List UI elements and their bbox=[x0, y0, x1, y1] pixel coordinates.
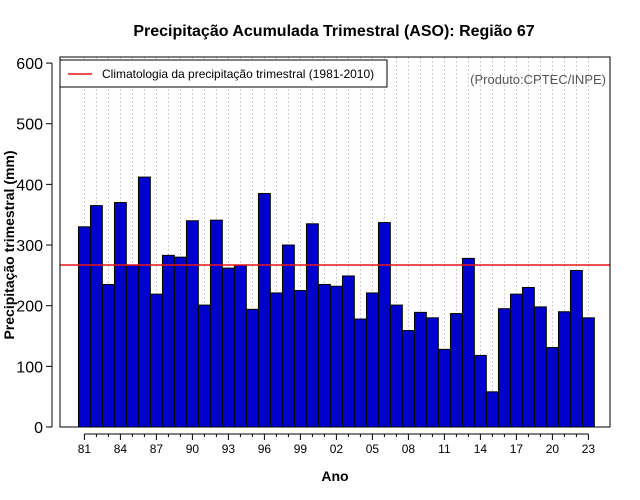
bar-1993 bbox=[221, 267, 235, 428]
bar-2016 bbox=[497, 308, 511, 428]
x-tick-label: 84 bbox=[114, 442, 128, 456]
bar-2007 bbox=[389, 304, 403, 428]
bar-2009 bbox=[413, 311, 427, 428]
bar-1999 bbox=[293, 290, 307, 428]
bar-2002 bbox=[329, 285, 343, 428]
legend: Climatologia da precipitação trimestral … bbox=[59, 59, 388, 88]
bar-2012 bbox=[449, 313, 463, 428]
x-tick-label: 93 bbox=[222, 442, 236, 456]
bar-2000 bbox=[305, 223, 319, 428]
bar-2006 bbox=[377, 222, 391, 428]
x-tick-label: 20 bbox=[546, 442, 560, 456]
bar-2001 bbox=[317, 283, 331, 428]
bar-2020 bbox=[545, 347, 559, 428]
bar-2021 bbox=[557, 311, 571, 428]
bar-2022 bbox=[569, 270, 583, 428]
bar-1992 bbox=[209, 219, 223, 428]
bar-1981 bbox=[77, 226, 91, 428]
x-tick-label: 99 bbox=[294, 442, 308, 456]
y-tick-label: 400 bbox=[16, 177, 43, 194]
legend-label: Climatologia da precipitação trimestral … bbox=[102, 67, 374, 81]
bar-1985 bbox=[125, 264, 139, 428]
bar-1987 bbox=[149, 293, 163, 428]
x-tick-label: 05 bbox=[366, 442, 380, 456]
legend-box bbox=[59, 59, 388, 88]
bar-2013 bbox=[461, 257, 475, 428]
bar-1988 bbox=[161, 254, 175, 428]
bars-group bbox=[77, 176, 595, 428]
bar-2019 bbox=[533, 306, 547, 428]
x-tick-label: 08 bbox=[402, 442, 416, 456]
x-tick-label: 23 bbox=[582, 442, 596, 456]
bar-2015 bbox=[485, 391, 499, 428]
bar-2003 bbox=[341, 275, 355, 428]
y-axis-label: Precipitação trimestral (mm) bbox=[1, 150, 17, 339]
x-tick-label: 81 bbox=[78, 442, 92, 456]
bar-1998 bbox=[281, 244, 295, 428]
y-tick-label: 0 bbox=[34, 420, 43, 437]
bar-1986 bbox=[137, 176, 151, 428]
x-tick-label: 87 bbox=[150, 442, 164, 456]
bar-2017 bbox=[509, 293, 523, 428]
bar-1994 bbox=[233, 264, 247, 428]
bar-1996 bbox=[257, 192, 271, 428]
bar-1982 bbox=[89, 205, 103, 428]
x-axis: 81 84 87 90 93 96 99 02 05 08 11 14 17 20 23 bbox=[78, 433, 596, 456]
bar-1984 bbox=[113, 202, 127, 428]
bar-2005 bbox=[365, 292, 379, 428]
x-tick-label: 11 bbox=[438, 442, 451, 456]
x-tick-label: 02 bbox=[330, 442, 344, 456]
bar-2010 bbox=[425, 317, 439, 428]
x-tick-label: 17 bbox=[510, 442, 524, 456]
bar-1997 bbox=[269, 292, 283, 428]
x-tick-label: 96 bbox=[258, 442, 272, 456]
bar-1989 bbox=[173, 256, 187, 428]
bar-1991 bbox=[197, 304, 211, 428]
chart-title: Precipitação Acumulada Trimestral (ASO):… bbox=[133, 23, 534, 40]
y-tick-label: 500 bbox=[16, 117, 43, 134]
bar-1990 bbox=[185, 220, 199, 428]
x-tick-label: 90 bbox=[186, 442, 200, 456]
y-tick-label: 100 bbox=[16, 359, 43, 376]
bar-2014 bbox=[473, 354, 487, 428]
bar-1983 bbox=[101, 283, 115, 428]
y-tick-label: 600 bbox=[16, 56, 43, 73]
source-note: (Produto:CPTEC/INPE) bbox=[470, 72, 606, 87]
y-axis: 0 100 200 300 400 500 600 bbox=[16, 56, 53, 437]
plot-frame bbox=[59, 56, 611, 428]
x-tick-label: 14 bbox=[474, 442, 488, 456]
y-tick-label: 300 bbox=[16, 238, 43, 255]
y-tick-label: 200 bbox=[16, 299, 43, 316]
bar-2011 bbox=[437, 348, 451, 428]
bar-2018 bbox=[521, 286, 535, 428]
bar-1995 bbox=[245, 308, 259, 428]
bar-2004 bbox=[353, 318, 367, 428]
bar-2023 bbox=[581, 317, 595, 428]
x-axis-label: Ano bbox=[321, 468, 348, 484]
bar-2008 bbox=[401, 330, 415, 428]
